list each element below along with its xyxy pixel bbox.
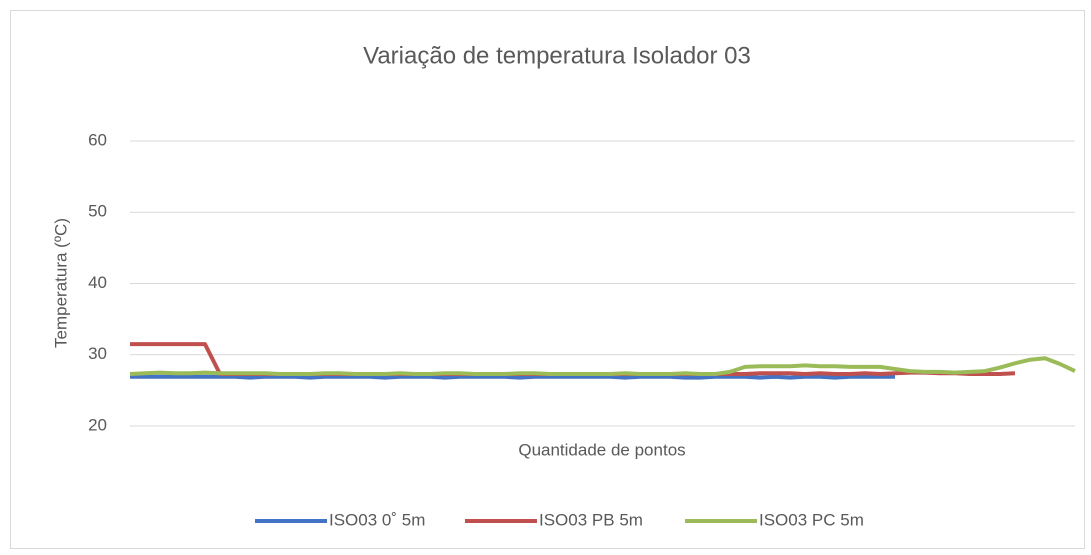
chart-title: Variação de temperatura Isolador 03 (363, 42, 751, 69)
y-tick-label: 60 (88, 130, 107, 149)
series-line (130, 374, 895, 380)
y-tick-label: 20 (88, 415, 107, 434)
series-line (129, 356, 1076, 376)
y-tick-label: 50 (88, 202, 107, 221)
legend-label: ISO03 PB 5m (539, 510, 643, 529)
legend-label: ISO03 PC 5m (759, 510, 864, 529)
y-tick-label: 40 (88, 273, 107, 292)
legend-label: ISO03 0˚ 5m (329, 510, 425, 529)
x-axis-label: Quantidade de pontos (518, 440, 685, 459)
chart-border (10, 10, 1085, 549)
y-tick-label: 30 (88, 344, 107, 363)
y-axis-label: Temperatura (ºC) (51, 218, 70, 348)
